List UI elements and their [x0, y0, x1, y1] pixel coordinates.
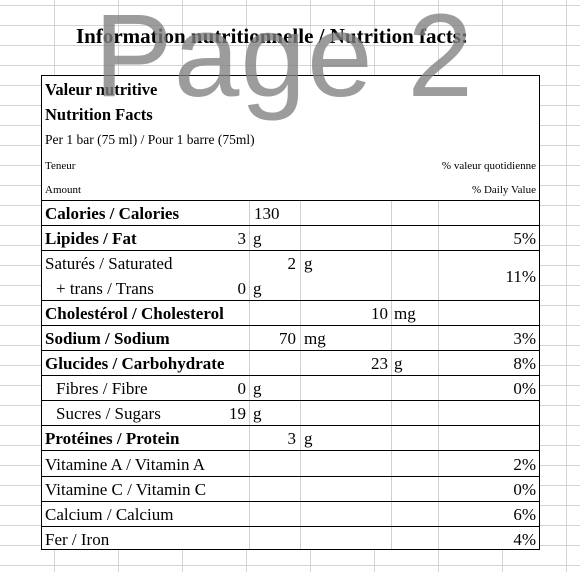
carbohydrate-value: 23: [371, 354, 388, 373]
sodium-value: 70: [279, 329, 296, 348]
iron-dv: 4%: [513, 530, 536, 549]
vitamin-c-label: Vitamine C / Vitamin C: [45, 480, 207, 499]
row-saturated-trans: Saturés / Saturated 2 g + trans / Trans …: [42, 250, 539, 301]
dv-fr-label: % valeur quotidienne: [441, 160, 536, 172]
fat-value: 3: [237, 229, 247, 248]
calcium-label: Calcium / Calcium: [45, 505, 174, 524]
trans-label: + trans / Trans: [56, 279, 154, 298]
saturated-label: Saturés / Saturated: [45, 254, 173, 273]
protein-label: Protéines / Protein: [45, 429, 180, 448]
row-calcium: Calcium / Calcium 6%: [42, 501, 539, 527]
calcium-dv: 6%: [513, 505, 536, 524]
amount-label: Amount: [45, 184, 82, 196]
sodium-label: Sodium / Sodium: [45, 329, 170, 348]
cell-divider: [249, 76, 250, 549]
dv-en-label: % Daily Value: [472, 184, 536, 196]
calories-label: Calories / Calories: [45, 204, 180, 223]
carbohydrate-label: Glucides / Carbohydrate: [45, 354, 225, 373]
row-vitamin-c: Vitamine C / Vitamin C 0%: [42, 476, 539, 502]
row-cholesterol: Cholestérol / Cholesterol 10 mg: [42, 300, 539, 326]
fat-unit: g: [253, 229, 262, 248]
carbohydrate-unit: g: [394, 354, 403, 373]
row-fibre: Fibres / Fibre 0 g 0%: [42, 375, 539, 401]
teneur-label: Teneur: [45, 160, 76, 172]
fibre-dv: 0%: [513, 379, 536, 398]
sodium-unit: mg: [304, 329, 326, 348]
cholesterol-label: Cholestérol / Cholesterol: [45, 304, 224, 323]
iron-label: Fer / Iron: [45, 530, 110, 549]
cell-divider: [300, 76, 301, 549]
row-sodium: Sodium / Sodium 70 mg 3%: [42, 325, 539, 351]
vitamin-a-dv: 2%: [513, 455, 536, 474]
fat-label: Lipides / Fat: [45, 229, 137, 248]
trans-unit: g: [253, 279, 262, 298]
cholesterol-value: 10: [371, 304, 388, 323]
row-carbohydrate: Glucides / Carbohydrate 23 g 8%: [42, 350, 539, 376]
saturated-value: 2: [287, 254, 297, 273]
saturated-trans-dv: 11%: [505, 267, 536, 286]
vitamin-c-dv: 0%: [513, 480, 536, 499]
heading-fr: Valeur nutritive: [45, 80, 158, 99]
row-vitamin-a: Vitamine A / Vitamin A 2%: [42, 451, 539, 477]
sodium-dv: 3%: [513, 329, 536, 348]
fibre-value: 0: [237, 379, 247, 398]
protein-value: 3: [287, 429, 297, 448]
vitamin-a-label: Vitamine A / Vitamin A: [45, 455, 206, 474]
fat-dv: 5%: [513, 229, 536, 248]
row-iron: Fer / Iron 4%: [42, 526, 539, 549]
row-sugars: Sucres / Sugars 19 g: [42, 400, 539, 426]
fibre-unit: g: [253, 379, 262, 398]
fibre-label: Fibres / Fibre: [56, 379, 148, 398]
page-title: Information nutritionnelle / Nutrition f…: [76, 24, 468, 48]
nutrition-facts-panel: Valeur nutritive Nutrition Facts Per 1 b…: [41, 75, 540, 550]
heading-en: Nutrition Facts: [45, 105, 153, 124]
saturated-unit: g: [304, 254, 313, 273]
cell-divider: [391, 76, 392, 549]
row-calories: Calories / Calories 130: [42, 200, 539, 226]
column-header: Teneur Amount % valeur quotidienne % Dai…: [42, 150, 539, 201]
trans-value: 0: [237, 279, 247, 298]
cholesterol-unit: mg: [394, 304, 416, 323]
protein-unit: g: [304, 429, 313, 448]
serving-size: Per 1 bar (75 ml) / Pour 1 barre (75ml): [45, 132, 255, 147]
carbohydrate-dv: 8%: [513, 354, 536, 373]
sugars-label: Sucres / Sugars: [56, 404, 161, 423]
cell-divider: [438, 76, 439, 549]
sugars-value: 19: [229, 404, 246, 423]
row-fat: Lipides / Fat 3 g 5%: [42, 225, 539, 251]
sugars-unit: g: [253, 404, 262, 423]
calories-value: 130: [254, 204, 280, 223]
row-protein: Protéines / Protein 3 g: [42, 425, 539, 451]
panel-heading: Valeur nutritive Nutrition Facts Per 1 b…: [42, 76, 539, 151]
